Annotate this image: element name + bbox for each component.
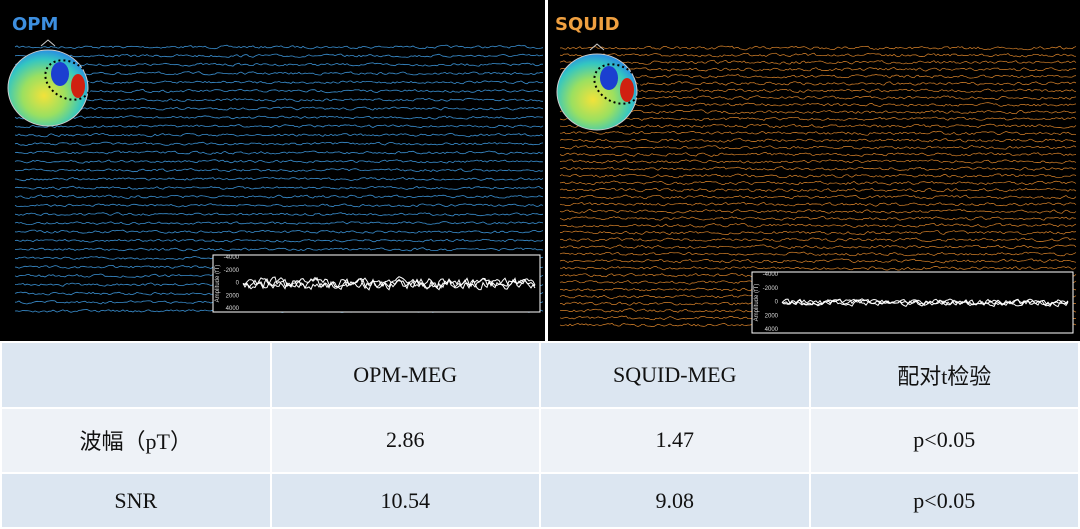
trace [14, 141, 544, 146]
cell: p<0.05 [808, 472, 1080, 529]
trace [559, 109, 1077, 115]
blue-pole [51, 62, 69, 86]
trace [559, 95, 1077, 100]
trace [14, 97, 544, 102]
trace [559, 102, 1077, 107]
inset-tick-label: -2000 [763, 286, 779, 292]
trace [559, 81, 1077, 86]
trace [559, 45, 1077, 51]
trace [559, 159, 1077, 164]
trace [14, 229, 544, 234]
trace [559, 116, 1077, 121]
trace [559, 173, 1077, 179]
trace [14, 44, 544, 50]
trace [14, 168, 544, 173]
trace [14, 132, 544, 138]
trace [14, 203, 544, 208]
trace [781, 298, 1069, 307]
cell: 2.86 [269, 406, 541, 475]
trace [14, 177, 544, 182]
trace [559, 88, 1077, 93]
trace [559, 138, 1077, 143]
cell: p<0.05 [808, 406, 1080, 475]
trace [14, 115, 543, 120]
comparison-table: OPM-MEG SQUID-MEG 配对t检验 波幅（pT） 2.86 1.47… [0, 341, 1080, 529]
panel-label: OPM [12, 14, 58, 35]
trace [242, 276, 536, 290]
trace [559, 202, 1077, 207]
meg-panels: OPM SQUID Amplitude (fT)-4000-2000020004… [0, 0, 1080, 341]
column-header: SQUID-MEG [539, 341, 811, 409]
trace [14, 124, 544, 129]
trace [14, 159, 544, 164]
trace [14, 212, 544, 217]
inset-tick-label: 2000 [765, 313, 779, 319]
trace [559, 230, 1077, 235]
trace [559, 258, 1077, 264]
trace [781, 298, 1069, 308]
trace [14, 185, 544, 190]
inset-tick-label: 4000 [765, 327, 779, 333]
red-pole [620, 78, 634, 102]
inset-tick-label: -2000 [224, 268, 240, 274]
trace [781, 298, 1069, 308]
inset-tick-label: -4000 [763, 272, 779, 278]
blue-pole [600, 66, 618, 90]
inset-tick-label: 0 [236, 281, 240, 287]
panel-label: SQUID [555, 14, 620, 35]
roi [44, 59, 92, 101]
inset-tick-label: -4000 [224, 255, 240, 261]
trace [559, 67, 1077, 72]
trace [14, 150, 544, 155]
trace [559, 187, 1077, 193]
trace [14, 221, 544, 226]
trace [14, 106, 544, 111]
inset-tick-label: 2000 [226, 293, 240, 299]
nose [589, 43, 605, 51]
trace [14, 194, 544, 199]
cell: 10.54 [269, 472, 541, 529]
trace [14, 62, 543, 67]
trace [559, 59, 1077, 65]
trace [559, 152, 1077, 157]
trace [559, 194, 1077, 200]
trace [559, 244, 1077, 250]
trace [559, 74, 1077, 79]
trace [559, 208, 1077, 214]
nose [40, 39, 56, 47]
trace [559, 166, 1077, 171]
trace [559, 216, 1077, 221]
inset-ylabel: Amplitude (fT) [215, 265, 221, 303]
column-header: OPM-MEG [269, 341, 541, 409]
inset [212, 254, 541, 313]
trace [560, 145, 1077, 150]
trace [560, 130, 1077, 136]
trace [559, 123, 1077, 129]
row-label: 波幅（pT） [0, 406, 272, 475]
trace [14, 238, 544, 243]
trace [559, 237, 1077, 243]
red-pole [71, 74, 85, 98]
trace [559, 52, 1077, 58]
inset-tick-label: 4000 [226, 306, 240, 312]
trace [559, 251, 1077, 257]
cell: 1.47 [539, 406, 811, 475]
trace [242, 277, 536, 291]
corner-cell [0, 341, 272, 409]
trace [559, 266, 1077, 271]
inset-tick-label: 0 [775, 300, 779, 306]
trace [559, 180, 1077, 186]
roi [593, 63, 641, 105]
trace [14, 53, 544, 59]
row-label: SNR [0, 472, 272, 529]
trace [559, 222, 1077, 228]
trace [14, 80, 544, 85]
cell: 9.08 [539, 472, 811, 529]
trace [14, 88, 544, 94]
trace [14, 71, 544, 76]
trace [15, 247, 544, 252]
column-header: 配对t检验 [808, 341, 1080, 409]
inset-ylabel: Amplitude (fT) [754, 284, 760, 322]
